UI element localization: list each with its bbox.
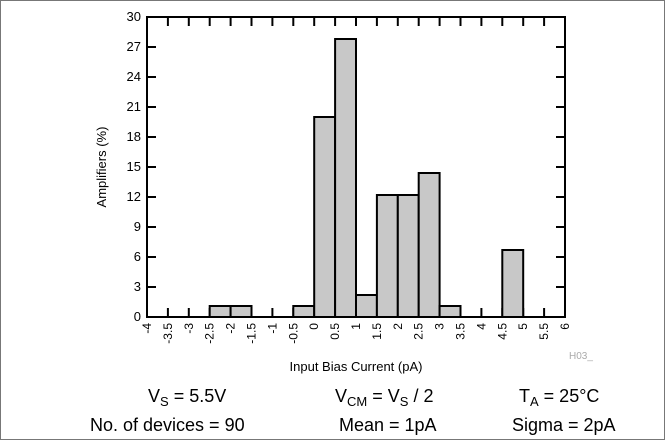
- x-tick-label: -0.5: [286, 323, 300, 344]
- x-tick-label: 5: [516, 323, 530, 330]
- x-tick-label: 0.5: [328, 323, 342, 340]
- histogram-bar: [334, 38, 358, 318]
- x-tick-label: 2.5: [412, 323, 426, 340]
- x-tick-label: -1.5: [245, 323, 259, 344]
- histogram-bar: [375, 194, 399, 318]
- x-tick-label: 1: [349, 323, 363, 330]
- x-tick-label: 3: [433, 323, 447, 330]
- x-tick-label: -2.5: [203, 323, 217, 344]
- x-tick-label: -1: [265, 323, 279, 334]
- y-tick-label: 30: [127, 9, 141, 24]
- plot-border: [146, 16, 566, 318]
- x-tick-label: 4.5: [495, 323, 509, 340]
- mean-value: Mean = 1pA: [339, 415, 437, 435]
- histogram-bar: [438, 305, 462, 318]
- y-axis-label: Amplifiers (%): [94, 127, 109, 208]
- y-tick-label: 12: [127, 189, 141, 204]
- figure-code-annotation: H03_: [569, 351, 593, 362]
- histogram-bar: [355, 294, 378, 318]
- x-tick-label: -3.5: [161, 323, 175, 344]
- x-tick-label: 6: [558, 323, 572, 330]
- y-tick-label: 3: [134, 279, 141, 294]
- x-tick-label: -2: [224, 323, 238, 334]
- common-mode-voltage-condition: VCM = VS / 2: [335, 386, 434, 409]
- x-tick-label: 1.5: [370, 323, 384, 340]
- bars-layer: [208, 38, 525, 318]
- x-tick-label: 4: [474, 323, 488, 330]
- histogram-bar: [208, 305, 232, 318]
- y-tick-label: 0: [134, 309, 141, 324]
- x-tick-label: -3: [182, 323, 196, 334]
- x-tick-label: 0: [307, 323, 321, 330]
- supply-voltage-condition: VS = 5.5V: [148, 386, 227, 409]
- x-tick-label: 5.5: [537, 323, 551, 340]
- y-tick-label: 9: [134, 219, 141, 234]
- y-tick-label: 15: [127, 159, 141, 174]
- y-tick-label: 6: [134, 249, 141, 264]
- histogram-bar: [292, 305, 316, 318]
- histogram-bar: [417, 172, 441, 318]
- histogram-bar: [396, 194, 420, 318]
- x-tick-label: -4: [140, 323, 154, 334]
- y-tick-label: 27: [127, 39, 141, 54]
- histogram-bar: [313, 116, 337, 318]
- y-tick-label: 21: [127, 99, 141, 114]
- x-tick-label: 2: [391, 323, 405, 330]
- sigma-value: Sigma = 2pA: [512, 415, 616, 435]
- histogram-bar: [501, 249, 525, 318]
- x-tick-label: 3.5: [454, 323, 468, 340]
- histogram-bar: [229, 305, 253, 318]
- ambient-temperature-condition: TA = 25°C: [519, 386, 600, 409]
- y-tick-label: 18: [127, 129, 141, 144]
- y-tick-label: 24: [127, 69, 141, 84]
- device-count: No. of devices = 90: [90, 415, 245, 435]
- x-axis-label: Input Bias Current (pA): [290, 359, 423, 374]
